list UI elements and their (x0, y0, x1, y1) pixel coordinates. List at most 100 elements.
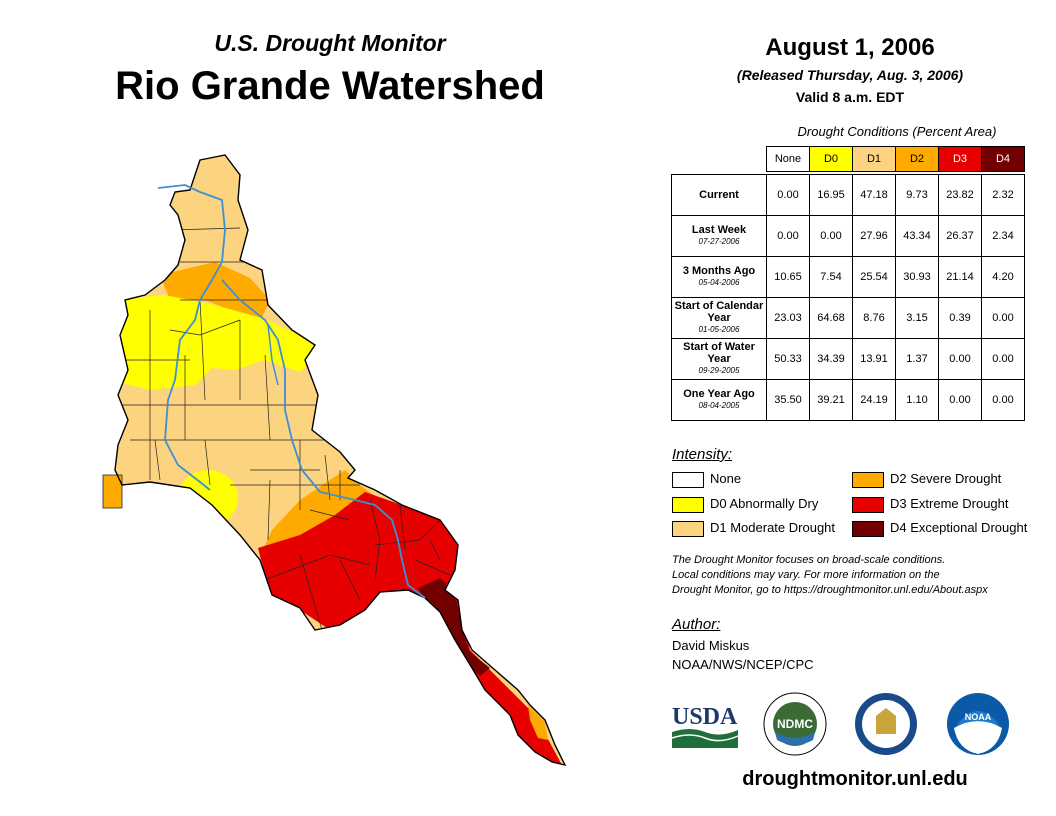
river-main-channel (221, 279, 426, 599)
table-cell: 23.82 (938, 174, 982, 216)
doc-seal-icon (855, 693, 917, 755)
region-d2-west (102, 474, 123, 509)
table-cell: 0.39 (938, 297, 982, 339)
legend-title: Intensity: (672, 446, 733, 463)
table-row: 3 Months Ago 05-04-2006 10.65 7.54 25.54 … (671, 256, 1025, 298)
release-date: (Released Thursday, Aug. 3, 2006) (736, 67, 964, 83)
drought-conditions-table: None D0 D1 D2 D3 D4 Current 0.00 16.95 4… (671, 146, 1025, 421)
legend-item-d0: D0 Abnormally Dry (672, 495, 818, 513)
table-cell: 30.93 (895, 256, 939, 298)
legend-swatch (672, 496, 704, 513)
row-label: Current (671, 174, 767, 216)
col-d4: D4 (981, 146, 1025, 172)
row-label: Start of Water Year 09-29-2005 (671, 338, 767, 380)
table-cell: 27.96 (852, 215, 896, 257)
legend-item-none: None (672, 470, 741, 488)
legend-item-d1: D1 Moderate Drought (672, 519, 835, 537)
table-cell: 2.34 (981, 215, 1025, 257)
table-cell: 0.00 (981, 379, 1025, 421)
legend-swatch (852, 520, 884, 537)
noaa-logo-icon: NOAA (947, 693, 1009, 755)
table-cell: 0.00 (938, 338, 982, 380)
row-label: Last Week 07-27-2006 (671, 215, 767, 257)
valid-time: Valid 8 a.m. EDT (795, 89, 905, 105)
table-cell: 16.95 (809, 174, 853, 216)
table-cell: 24.19 (852, 379, 896, 421)
map-date: August 1, 2006 (765, 34, 935, 61)
county-lines (120, 227, 451, 631)
table-row: Start of Calendar Year 01-05-2006 23.03 6… (671, 297, 1025, 339)
region-d0-central (178, 470, 238, 526)
table-cell: 23.03 (766, 297, 810, 339)
table-header-row: None D0 D1 D2 D3 D4 (672, 146, 1025, 172)
table-row: One Year Ago 08-04-2005 35.50 39.21 24.19… (671, 379, 1025, 421)
legend-swatch (672, 471, 704, 488)
table-cell: 3.15 (895, 297, 939, 339)
col-d2: D2 (895, 146, 939, 172)
table-row: Current 0.00 16.95 47.18 9.73 23.82 2.32 (671, 174, 1025, 216)
watershed-map (102, 154, 566, 766)
table-cell: 1.37 (895, 338, 939, 380)
table-cell: 43.34 (895, 215, 939, 257)
usda-logo-icon: USDA (671, 704, 739, 748)
region-d1 (115, 155, 565, 765)
table-cell: 0.00 (981, 297, 1025, 339)
table-cell: 2.32 (981, 174, 1025, 216)
col-d1: D1 (852, 146, 896, 172)
map-title: Rio Grande Watershed (115, 64, 545, 108)
table-cell: 26.37 (938, 215, 982, 257)
legend-swatch (672, 520, 704, 537)
table-cell: 9.73 (895, 174, 939, 216)
table-cell: 50.33 (766, 338, 810, 380)
table-cell: 34.39 (809, 338, 853, 380)
disclaimer-note: The Drought Monitor focuses on broad-sca… (672, 554, 988, 596)
table-row: Start of Water Year 09-29-2005 50.33 34.3… (671, 338, 1025, 380)
col-d0: D0 (809, 146, 853, 172)
table-cell: 8.76 (852, 297, 896, 339)
author-name: David Miskus (672, 638, 750, 653)
table-cell: 39.21 (809, 379, 853, 421)
svg-text:NOAA: NOAA (965, 712, 992, 722)
col-none: None (766, 146, 810, 172)
table-cell: 10.65 (766, 256, 810, 298)
river-western-branch (157, 184, 226, 491)
legend-swatch (852, 471, 884, 488)
svg-text:USDA: USDA (672, 704, 738, 730)
region-d0-north (115, 295, 322, 390)
legend-item-d4: D4 Exceptional Drought (852, 519, 1027, 537)
svg-text:NDMC: NDMC (777, 717, 813, 731)
table-row: Last Week 07-27-2006 0.00 0.00 27.96 43.3… (671, 215, 1025, 257)
table-cell: 7.54 (809, 256, 853, 298)
legend-swatch (852, 496, 884, 513)
author-title: Author: (672, 616, 721, 633)
legend-item-d3: D3 Extreme Drought (852, 495, 1009, 513)
website-url[interactable]: droughtmonitor.unl.edu (742, 768, 968, 790)
row-label: 3 Months Ago 05-04-2006 (671, 256, 767, 298)
col-d3: D3 (938, 146, 982, 172)
region-d2-north (160, 262, 270, 318)
table-cell: 13.91 (852, 338, 896, 380)
table-cell: 0.00 (981, 338, 1025, 380)
row-label: Start of Calendar Year 01-05-2006 (671, 297, 767, 339)
table-cell: 0.00 (809, 215, 853, 257)
table-cell: 0.00 (766, 215, 810, 257)
table-cell: 0.00 (938, 379, 982, 421)
author-org: NOAA/NWS/NCEP/CPC (672, 657, 814, 672)
legend-item-d2: D2 Severe Drought (852, 470, 1001, 488)
river-tributary (267, 324, 279, 386)
table-cell: 0.00 (766, 174, 810, 216)
region-d2-southtip (528, 705, 548, 740)
table-cell: 21.14 (938, 256, 982, 298)
table-caption: Drought Conditions (Percent Area) (797, 124, 997, 139)
table-cell: 64.68 (809, 297, 853, 339)
table-cell: 25.54 (852, 256, 896, 298)
table-cell: 35.50 (766, 379, 810, 421)
map-subtitle: U.S. Drought Monitor (214, 30, 446, 56)
row-label: One Year Ago 08-04-2005 (671, 379, 767, 421)
table-cell: 1.10 (895, 379, 939, 421)
region-d3 (258, 492, 565, 765)
region-d4 (418, 578, 490, 676)
table-cell: 4.20 (981, 256, 1025, 298)
table-cell: 47.18 (852, 174, 896, 216)
region-d2-south (262, 470, 380, 552)
